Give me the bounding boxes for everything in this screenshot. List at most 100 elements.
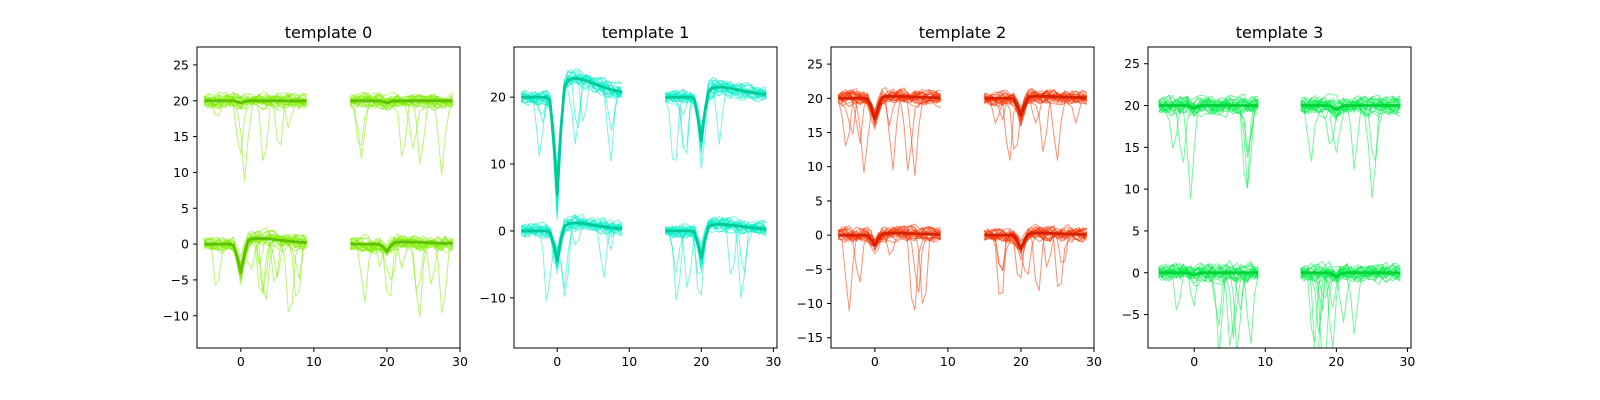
segment-2 <box>837 86 942 176</box>
trace-line <box>520 214 623 270</box>
y-tick-label: 0 <box>1132 265 1140 280</box>
trace-line <box>984 89 1088 125</box>
mean-waveform-line <box>1158 271 1259 277</box>
trace-line <box>520 219 623 265</box>
axes-frame <box>830 46 1095 349</box>
y-tick-label: −5 <box>1122 307 1140 322</box>
y-tick-label: 0 <box>181 237 189 252</box>
y-tick-label: −10 <box>480 290 506 305</box>
axes-frame <box>1147 46 1412 349</box>
segment-3 <box>349 91 454 175</box>
x-tick-label: 20 <box>1013 354 1029 369</box>
trace-line <box>665 77 767 150</box>
mean-waveform-line <box>984 94 1087 117</box>
mean-waveform-line <box>665 85 767 142</box>
trace-line <box>203 236 307 293</box>
x-tick-label: 10 <box>940 354 956 369</box>
y-tick-label: 5 <box>815 193 823 208</box>
trace-line <box>837 228 941 243</box>
y-tick-label: 0 <box>815 228 823 243</box>
x-tick-label: 0 <box>553 354 561 369</box>
segment-1 <box>349 233 454 318</box>
mean-waveform-line <box>521 221 623 263</box>
y-tick-label: 15 <box>1124 140 1140 155</box>
y-tick-label: −5 <box>805 262 823 277</box>
y-tick-label: 0 <box>498 223 506 238</box>
plot-area <box>520 68 767 301</box>
y-tick-label: 5 <box>181 201 189 216</box>
trace-line <box>664 218 767 274</box>
subplot-title: template 3 <box>1236 23 1324 42</box>
trace-line <box>349 94 453 110</box>
y-tick-label: 10 <box>1124 182 1140 197</box>
segment-2 <box>1158 93 1259 200</box>
trace-line <box>984 223 1087 254</box>
trace-line <box>1300 263 1401 348</box>
plot-area <box>1158 92 1401 348</box>
trace-line <box>665 84 767 149</box>
y-tick-label: 20 <box>1124 98 1140 113</box>
mean-waveform-line <box>1300 271 1401 279</box>
y-tick-label: 25 <box>1124 56 1140 71</box>
y-tick-label: 15 <box>173 129 189 144</box>
y-tick-label: 20 <box>173 93 189 108</box>
x-tick-label: 0 <box>1190 354 1198 369</box>
y-tick-label: −10 <box>797 296 823 311</box>
x-tick-label: 10 <box>306 354 322 369</box>
x-tick-label: 20 <box>693 354 709 369</box>
x-tick-label: 20 <box>379 354 395 369</box>
subplot-title: template 2 <box>919 23 1007 42</box>
segment-0 <box>203 227 308 313</box>
y-tick-label: 25 <box>173 57 189 72</box>
y-tick-label: 25 <box>807 57 823 72</box>
segment-1 <box>1300 260 1401 348</box>
trace-line <box>350 234 454 252</box>
mean-waveform-line <box>521 77 623 196</box>
y-tick-label: 20 <box>490 90 506 105</box>
y-tick-label: −5 <box>171 272 189 287</box>
trace-line <box>1300 96 1401 199</box>
y-tick-label: −15 <box>797 330 823 345</box>
subplot-2: 0 10 20 30 −15 −10 −5 0 5 10 15 20 25 template 2 <box>797 23 1102 369</box>
segment-3 <box>1300 92 1401 199</box>
x-tick-label: 30 <box>1399 354 1415 369</box>
x-tick-label: 10 <box>621 354 637 369</box>
x-tick-label: 30 <box>452 354 468 369</box>
y-tick-label: 10 <box>490 157 506 172</box>
mean-waveform-line <box>1158 104 1259 110</box>
trace-line <box>1158 98 1259 188</box>
trace-line <box>1300 265 1401 308</box>
segment-2 <box>520 68 623 221</box>
y-tick-label: 15 <box>807 125 823 140</box>
mean-waveform-line <box>204 237 307 275</box>
segment-0 <box>1158 259 1259 348</box>
subplot-title: template 1 <box>602 23 690 42</box>
trace-line <box>665 218 767 299</box>
trace-line <box>983 226 1087 272</box>
segment-1 <box>664 215 767 301</box>
axes-frame <box>513 46 778 349</box>
segment-1 <box>983 223 1088 295</box>
segment-2 <box>203 91 308 182</box>
trace-line <box>350 238 454 253</box>
trace-line <box>665 216 767 273</box>
mean-waveform-line <box>1300 104 1401 112</box>
trace-line <box>204 92 307 161</box>
mean-waveform-line <box>838 94 941 121</box>
plot-area <box>837 86 1088 312</box>
trace-line <box>1158 98 1259 153</box>
subplot-3: 0 10 20 30 −5 0 5 10 15 20 25 template 3 <box>1122 23 1416 369</box>
trace-line <box>837 227 941 255</box>
x-tick-label: 20 <box>1328 354 1344 369</box>
y-tick-label: 10 <box>807 159 823 174</box>
mean-waveform-line <box>984 231 1087 251</box>
y-tick-label: 10 <box>173 165 189 180</box>
mean-waveform-line <box>350 240 453 253</box>
x-tick-label: 30 <box>1086 354 1102 369</box>
segment-0 <box>520 213 623 301</box>
axes-frame <box>196 46 461 349</box>
segment-3 <box>983 87 1088 161</box>
mean-waveform-line <box>665 222 767 260</box>
y-tick-label: −10 <box>163 308 189 323</box>
